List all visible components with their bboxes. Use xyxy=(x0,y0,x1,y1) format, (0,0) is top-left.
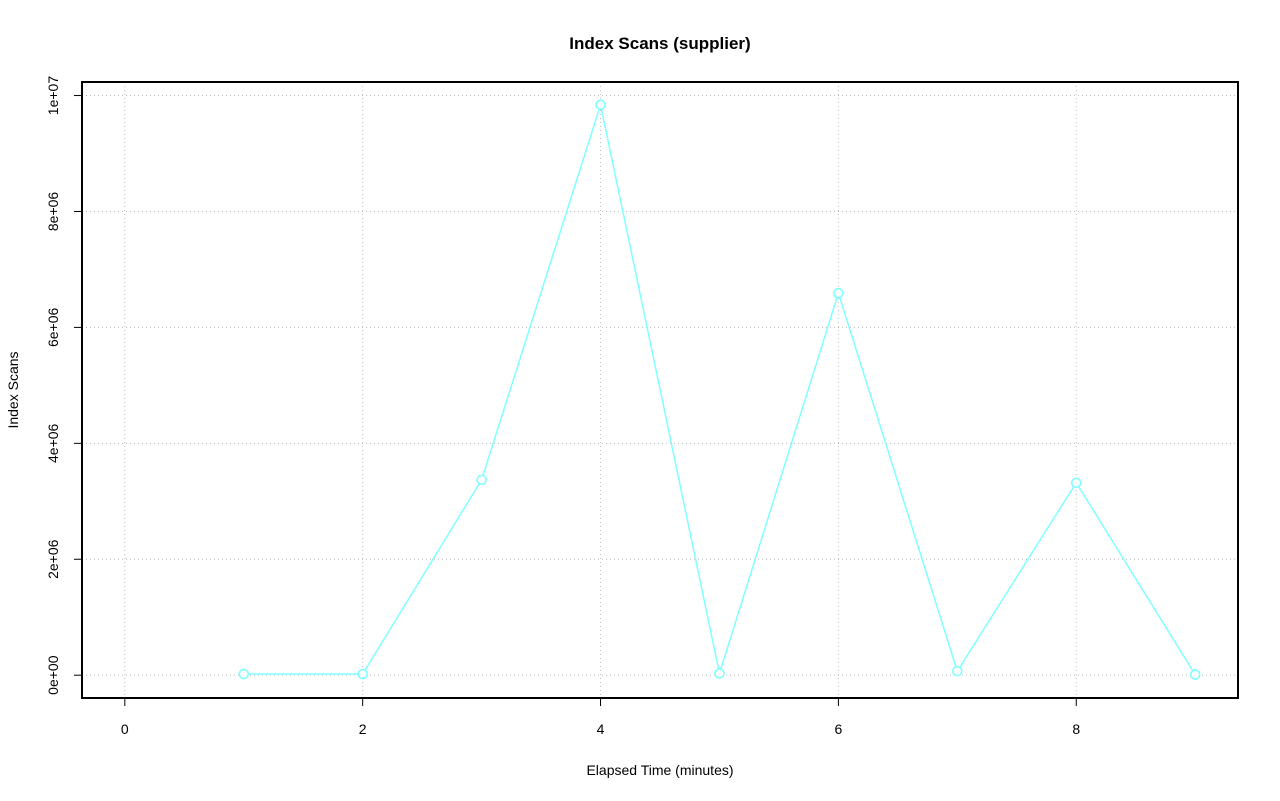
x-tick-label: 8 xyxy=(1072,721,1080,737)
data-point xyxy=(238,668,250,680)
x-tick-label: 6 xyxy=(834,721,842,737)
series-line xyxy=(243,101,1196,677)
data-point xyxy=(595,99,606,111)
x-tick-label: 2 xyxy=(359,721,367,737)
data-point xyxy=(1189,669,1201,680)
chart-title: Index Scans (supplier) xyxy=(569,34,750,53)
y-tick-label: 1e+07 xyxy=(45,76,61,116)
data-point xyxy=(357,668,368,680)
y-axis-label: Index Scans xyxy=(5,351,21,428)
y-tick-label: 6e+06 xyxy=(45,308,61,348)
data-point xyxy=(1070,477,1082,489)
x-axis-label: Elapsed Time (minutes) xyxy=(586,762,733,778)
data-point xyxy=(714,668,725,679)
y-tick-label: 0e+00 xyxy=(45,655,61,695)
grid xyxy=(82,82,1238,698)
y-axis: 0e+00 2e+06 4e+06 6e+06 8e+06 1e+07 xyxy=(45,76,82,695)
series xyxy=(238,99,1201,680)
x-tick-label: 4 xyxy=(597,721,605,737)
y-tick-label: 4e+06 xyxy=(45,423,61,463)
data-point xyxy=(476,474,487,486)
data-point xyxy=(952,665,963,677)
data-point xyxy=(833,287,844,299)
y-tick-label: 2e+06 xyxy=(45,539,61,579)
x-tick-label: 0 xyxy=(121,721,129,737)
y-tick-label: 8e+06 xyxy=(45,192,61,232)
plot-frame xyxy=(81,81,1239,699)
x-axis: 0 2 4 6 8 xyxy=(121,698,1080,737)
